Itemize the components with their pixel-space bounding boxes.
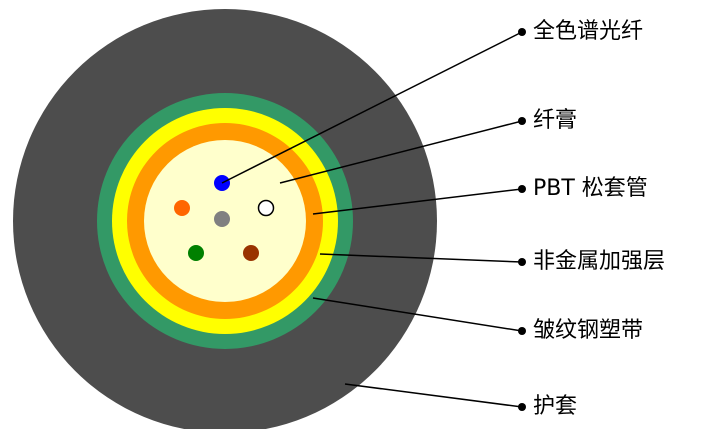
leader-dot xyxy=(518,258,526,266)
leader-line xyxy=(319,253,523,263)
label: PBT 松套管 xyxy=(533,176,648,201)
fiber xyxy=(214,211,230,227)
leaders xyxy=(221,28,526,411)
fiber xyxy=(188,245,204,261)
leader-dot xyxy=(518,28,526,36)
leader-line xyxy=(312,188,523,215)
leader-dot xyxy=(518,185,526,193)
leader-dot xyxy=(518,117,526,125)
leader-line xyxy=(221,31,523,184)
leader-line xyxy=(279,120,523,184)
leader-dot xyxy=(518,403,526,411)
label: 全色谱光纤 xyxy=(533,19,643,44)
label: 非金属加强层 xyxy=(533,249,665,274)
label: 纤膏 xyxy=(533,108,577,133)
fiber xyxy=(174,200,190,216)
fiber xyxy=(257,199,275,217)
leader-line xyxy=(344,383,523,408)
leader-dot xyxy=(518,327,526,335)
label: 护套 xyxy=(533,394,577,419)
label: 皱纹钢塑带 xyxy=(533,318,643,343)
leader-line xyxy=(312,297,523,332)
fiber xyxy=(243,245,259,261)
